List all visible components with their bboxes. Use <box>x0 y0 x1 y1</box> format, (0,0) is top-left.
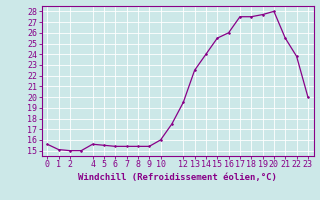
X-axis label: Windchill (Refroidissement éolien,°C): Windchill (Refroidissement éolien,°C) <box>78 173 277 182</box>
